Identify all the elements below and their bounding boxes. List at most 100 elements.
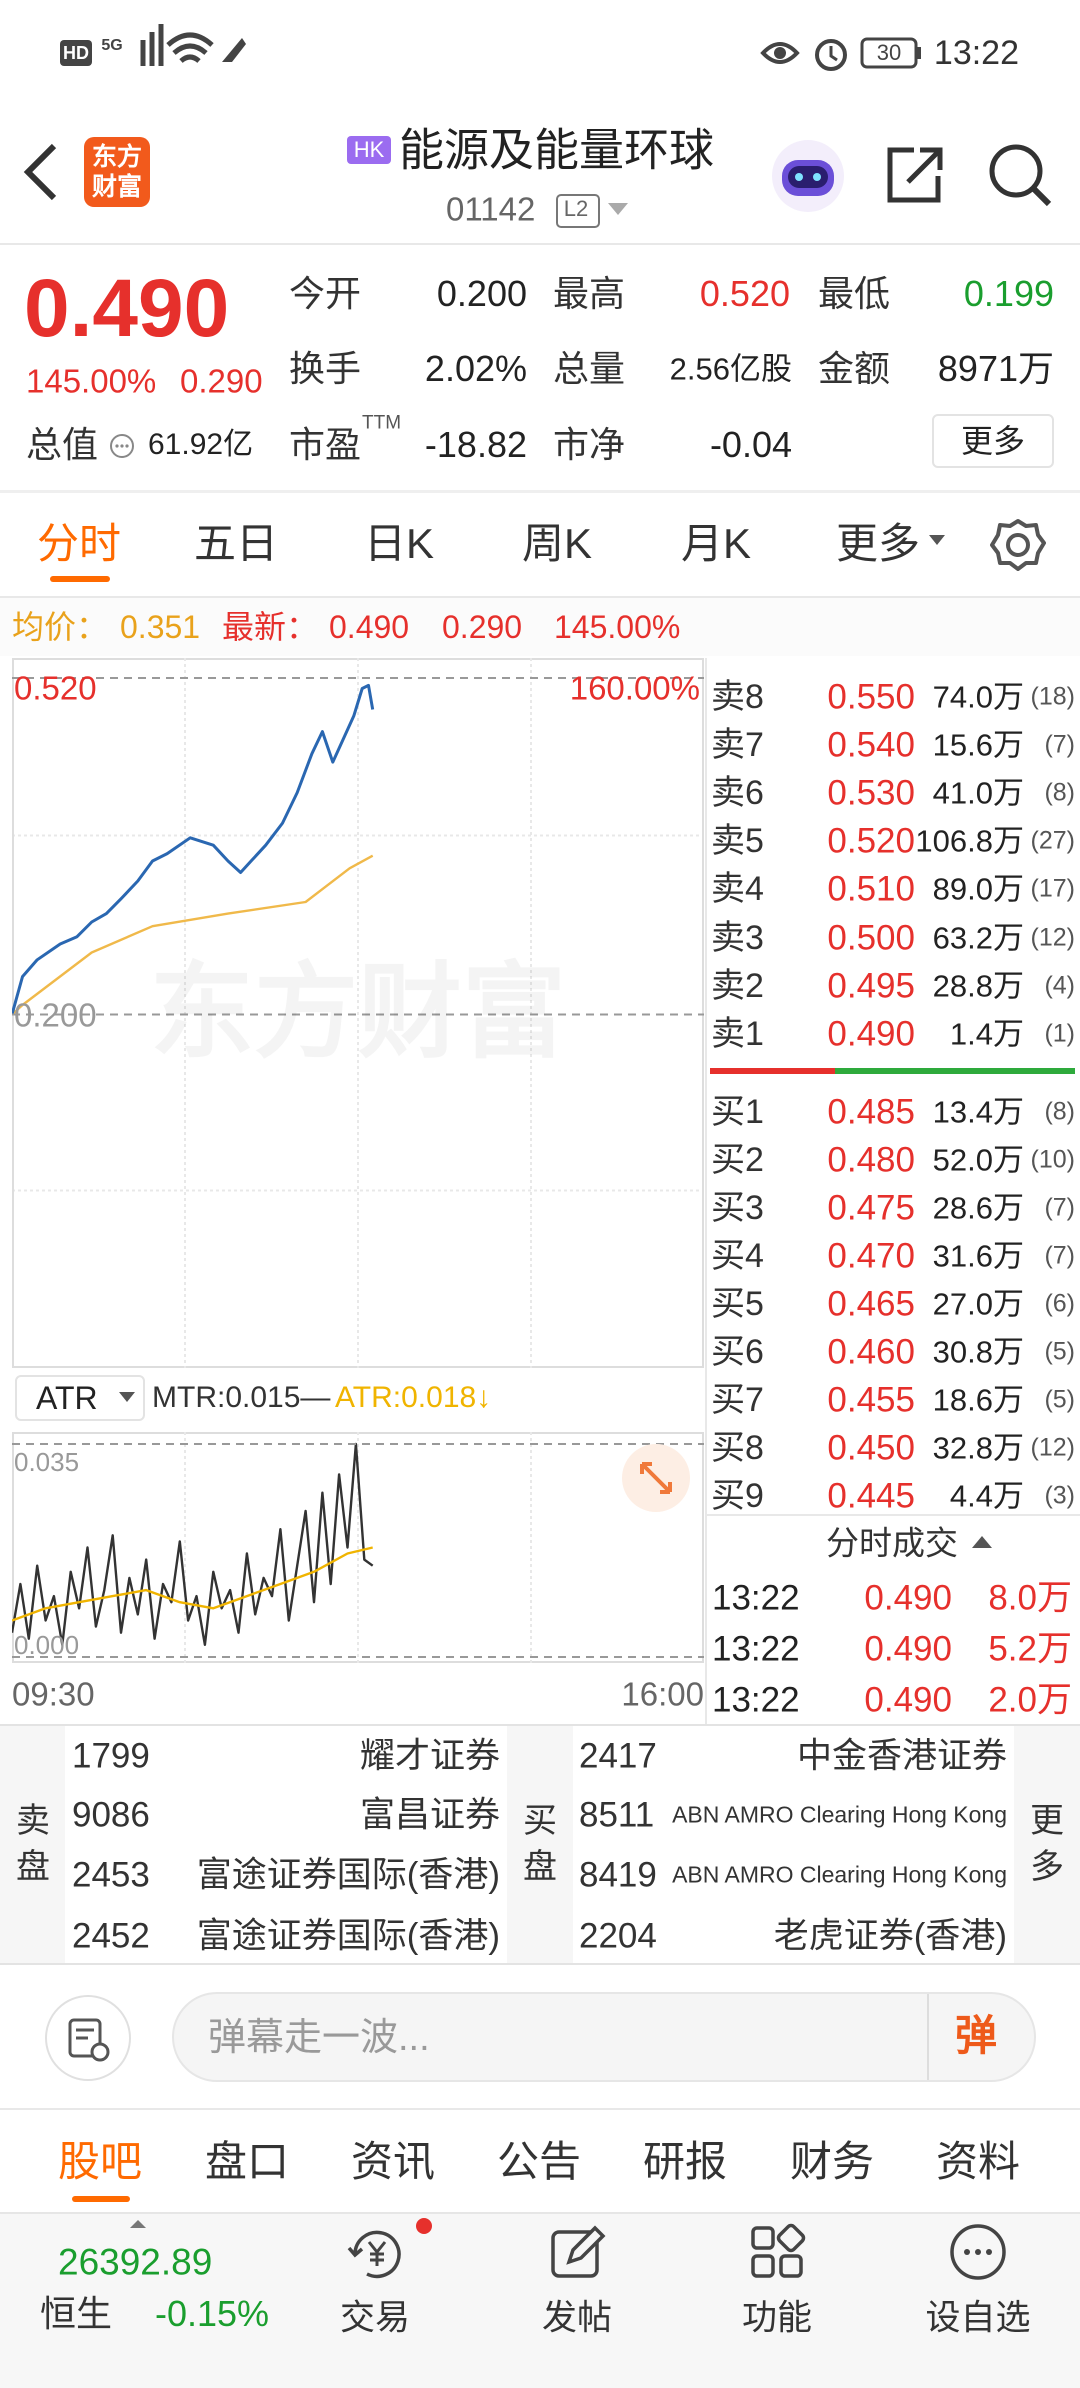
field-label: 总量 [553,348,626,389]
field-value: 0.200 [436,273,527,314]
expand-button[interactable] [620,1442,692,1514]
book-price: 0.520 [827,821,915,861]
info-icon[interactable] [108,432,136,460]
indicator-name[interactable]: ATR [36,1380,98,1416]
book-volume: 63.2万 [932,920,1024,955]
tab[interactable]: 周K [521,520,593,567]
book-volume: 31.6万 [932,1238,1024,1274]
book-price: 0.550 [827,677,915,717]
broker-name: ABN AMRO Clearing Hong Kong [672,1801,1007,1828]
book-count: (1) [1044,1019,1075,1048]
trades-title[interactable]: 分时成交 [826,1524,958,1562]
bottom-tab[interactable]: 股吧 [57,2138,143,2185]
nav-item[interactable]: 发帖 [541,2298,613,2338]
book-volume: 1.4万 [949,1016,1024,1052]
book-volume: 41.0万 [932,775,1024,811]
comment-placeholder[interactable]: 弹幕走一波... [208,2017,430,2059]
indicator-select[interactable] [15,1375,145,1421]
code-dropdown[interactable] [606,200,630,218]
book-count: (5) [1044,1337,1075,1366]
broker-col [0,1726,65,1963]
trades-toggle[interactable] [970,1533,994,1551]
nav-expand[interactable] [128,2218,148,2230]
book-volume: 13.4万 [932,1094,1024,1130]
book-count: (8) [1044,1097,1075,1126]
book-level: 买5 [711,1285,764,1323]
danmaku-button[interactable]: 弹 [954,2012,998,2059]
back-button[interactable] [16,140,66,204]
logo-box [84,137,150,207]
broker-name: 富途证券国际(香港) [196,1916,500,1956]
bottom-tab[interactable]: 财务 [789,2138,875,2185]
bottom-tab[interactable]: 公告 [496,2138,582,2185]
tab[interactable]: 月K [680,520,752,567]
bottom-tab[interactable]: 盘口 [204,2138,290,2185]
book-price: 0.475 [827,1188,915,1228]
mtr-legend: MTR:0.015— [152,1381,331,1414]
trade-time: 13:22 [712,1629,800,1669]
signal-type: 5G [101,37,123,54]
book-count: (3) [1044,1481,1075,1510]
book-price: 0.510 [827,869,915,909]
tab[interactable]: 日K [363,520,435,567]
broker-more[interactable]: 更多 [1030,1802,1064,1886]
field-label: 最低 [818,273,891,314]
latest-price: 0.490 [329,609,410,645]
last-price: 0.490 [24,263,230,354]
search-button[interactable] [985,140,1055,210]
broker-name: 老虎证券(香港) [773,1916,1007,1956]
bottom-tab[interactable]: 研报 [642,2138,728,2185]
trade-icon[interactable] [345,2224,409,2282]
nav-item[interactable]: 交易 [339,2298,411,2338]
book-count: (7) [1044,730,1075,759]
latest-label: 最新： [222,609,319,645]
share-button[interactable] [880,140,950,210]
post-icon[interactable] [547,2222,607,2282]
atr-legend: ATR:0.018↓ [335,1381,492,1414]
bottom-tab[interactable]: 资讯 [350,2138,436,2185]
bottom-tab[interactable]: 资料 [935,2138,1021,2185]
nav-item[interactable]: 功能 [741,2298,813,2338]
tab[interactable]: 分时 [36,520,122,567]
book-level: 买3 [711,1189,764,1227]
watchlist-icon[interactable] [948,2222,1008,2282]
broker-code: 1799 [72,1736,150,1776]
tab[interactable]: 五日 [193,520,279,567]
book-count: (17) [1030,874,1075,903]
tab-underline [50,576,110,582]
comment-settings[interactable] [44,1994,132,2082]
book-count: (12) [1030,923,1075,951]
battery: 30 [876,40,902,65]
tab-caret [929,535,945,545]
book-volume: 4.4万 [949,1478,1024,1514]
book-price: 0.465 [827,1284,915,1324]
book-volume: 89.0万 [932,871,1024,907]
indicator-dropdown [119,1392,135,1402]
comment-input[interactable] [172,1992,1036,2082]
divider [0,2108,1080,2110]
tab[interactable]: 更多 [835,520,921,567]
book-price: 0.445 [827,1476,915,1516]
more-button[interactable] [932,414,1054,468]
function-icon[interactable] [747,2222,807,2282]
settings-button[interactable] [990,517,1046,573]
avg-price: 0.351 [120,609,201,645]
broker-code: 2452 [72,1916,150,1956]
book-price: 0.495 [827,966,915,1006]
nav-item[interactable]: 设自选 [925,2298,1031,2338]
book-level: 买1 [711,1093,764,1131]
broker-col[interactable] [1014,1726,1080,1963]
field-value: 0.520 [699,273,790,314]
book-count: (12) [1030,1433,1075,1462]
book-count: (7) [1044,1193,1075,1222]
robot-icon[interactable] [768,136,848,216]
book-price: 0.485 [827,1092,915,1132]
field-value: 0.199 [963,273,1054,314]
broker-code: 9086 [72,1795,150,1835]
trade-volume: 5.2万 [988,1629,1072,1669]
field-label: 今开 [289,273,362,314]
more-button-label[interactable]: 更多 [960,423,1026,459]
change: 0.290 [180,362,263,400]
book-count: (8) [1044,778,1075,807]
broker-code: 2453 [72,1855,150,1895]
